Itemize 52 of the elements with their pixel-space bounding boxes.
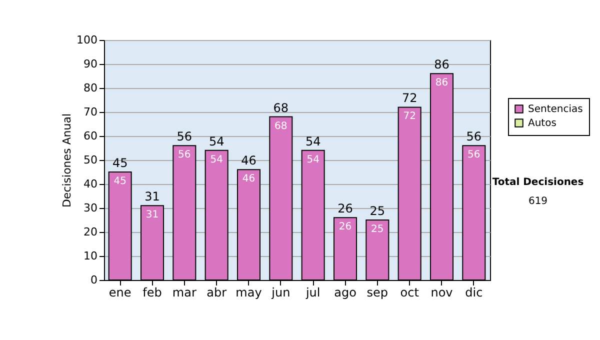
y-tick-label: 100 xyxy=(76,34,98,46)
total-label: 46 xyxy=(241,154,256,168)
legend-label: Sentencias xyxy=(528,104,583,115)
total-label: 54 xyxy=(208,134,224,148)
data-label: 56 xyxy=(178,150,191,161)
y-tick-label: 90 xyxy=(84,58,98,70)
y-tick-label: 30 xyxy=(84,202,98,214)
y-tick-label: 10 xyxy=(84,250,98,262)
text: Total Decisiones xyxy=(492,177,584,188)
data-label: 46 xyxy=(242,174,256,185)
total-label: 54 xyxy=(305,134,321,148)
data-label: 54 xyxy=(306,154,320,166)
y-tick-label: 0 xyxy=(90,274,98,286)
total-label: 25 xyxy=(370,204,386,218)
total-label: 68 xyxy=(273,100,289,115)
x-tick-label: abr xyxy=(206,286,227,300)
y-tick-label: 80 xyxy=(84,82,98,94)
text: 619 xyxy=(528,196,548,207)
x-tick-label: feb xyxy=(142,286,162,300)
data-label: 45 xyxy=(114,176,126,187)
x-tick-label: oct xyxy=(400,286,420,300)
total-label: 45 xyxy=(112,156,128,170)
y-axis-title: Decisiones Anual xyxy=(60,113,74,208)
x-tick-label: ene xyxy=(108,286,132,300)
y-tick-label: 60 xyxy=(84,130,98,142)
data-label: 31 xyxy=(146,210,159,221)
x-tick-label: may xyxy=(236,286,262,300)
data-label: 25 xyxy=(371,224,384,235)
total-label: 56 xyxy=(176,130,192,144)
y-tick-label: 40 xyxy=(84,178,98,190)
total-label: 26 xyxy=(338,202,353,216)
total-label: 72 xyxy=(402,91,418,106)
legend-label: Autos xyxy=(528,118,556,129)
total-label: 31 xyxy=(144,190,160,204)
data-label: 54 xyxy=(210,154,223,166)
total-label: 86 xyxy=(434,58,450,72)
total-label: 56 xyxy=(466,130,482,144)
y-tick-label: 70 xyxy=(84,106,98,118)
data-label: 56 xyxy=(468,150,480,161)
data-label: 86 xyxy=(435,78,448,89)
x-tick-label: sep xyxy=(366,286,388,300)
x-tick-label: mar xyxy=(172,286,196,300)
y-tick-label: 50 xyxy=(84,154,98,166)
x-tick-label: nov xyxy=(430,286,453,300)
data-label: 68 xyxy=(274,120,288,132)
x-tick-label: ago xyxy=(334,286,356,300)
x-tick-label: jun xyxy=(270,286,290,300)
x-tick-label: dic xyxy=(465,286,483,300)
x-tick-label: jul xyxy=(304,286,320,300)
data-label: 72 xyxy=(403,111,416,122)
data-label: 26 xyxy=(338,222,352,233)
y-tick-label: 20 xyxy=(84,226,98,238)
